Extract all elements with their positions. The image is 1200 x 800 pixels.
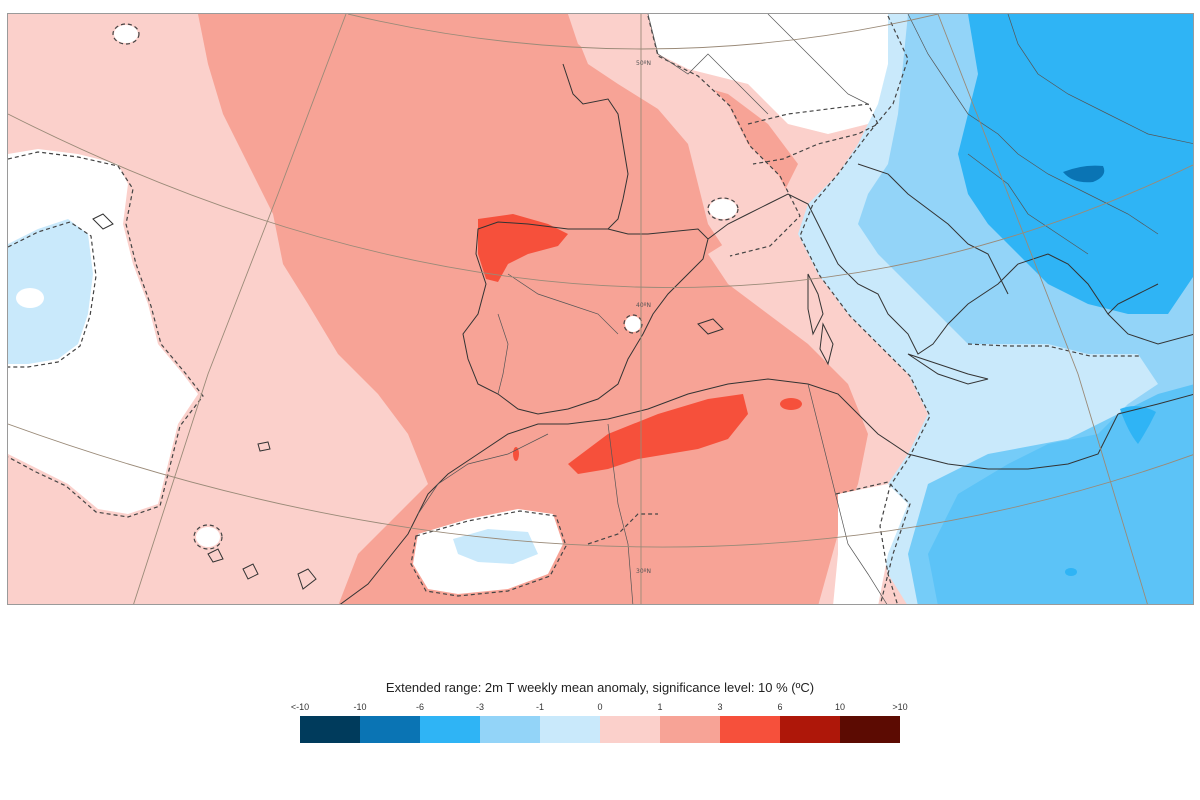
legend-tick-label: -1 (535, 702, 545, 712)
legend-color-bar (300, 716, 900, 743)
legend-tick-label: -3 (475, 702, 485, 712)
anomaly-field-deep-blue (958, 14, 1193, 314)
anomaly-field-white-sahara (833, 484, 908, 604)
legend-ticks: <-10 -10 -6 -3 -1 0 1 3 6 10 >10 (291, 702, 908, 714)
anomaly-field-blue-spot-east (1120, 406, 1156, 444)
anomaly-field-white-spot-3 (114, 25, 138, 43)
lat-label-30n: 30ºN (636, 568, 651, 575)
lat-label-50n: 50ºN (636, 60, 651, 67)
legend-tick-label: -6 (415, 702, 425, 712)
anomaly-field-strong-red-iberia (478, 214, 568, 282)
anomaly-field-lightblue-south (453, 529, 538, 564)
anomaly-map[interactable]: 50ºN 40ºN 30ºN (7, 13, 1194, 605)
coastlines (92, 63, 1193, 604)
anomaly-field-dark-blue-spot (1063, 165, 1105, 183)
anomaly-field-strong-red-africa (568, 394, 748, 474)
country-borders (417, 14, 1193, 604)
anomaly-field-deep-blue-sw (908, 384, 1193, 604)
anomaly-field-lightblue-atlantic (8, 219, 93, 364)
legend-tick-label: 10 (834, 702, 846, 712)
legend-swatch (480, 716, 540, 743)
legend-swatch (600, 716, 660, 743)
legend-tick-label: 1 (657, 702, 663, 712)
legend-swatch (420, 716, 480, 743)
graticule (8, 14, 1193, 604)
legend-swatch (300, 716, 360, 743)
legend-tick-label: <-10 (290, 702, 310, 712)
anomaly-field-white-spot-4 (196, 527, 220, 547)
legend-title: Extended range: 2m T weekly mean anomaly… (385, 680, 815, 695)
legend-swatch (780, 716, 840, 743)
legend-tick-label: 0 (597, 702, 603, 712)
legend-swatch (720, 716, 780, 743)
legend-tick-label: 6 (777, 702, 783, 712)
legend-swatch (360, 716, 420, 743)
legend-swatch (840, 716, 900, 743)
lat-label-40n: 40ºN (636, 302, 651, 309)
legend-tick-label: 3 (717, 702, 723, 712)
anomaly-field-light-red-north (568, 14, 798, 254)
legend-tick-label: -10 (353, 702, 367, 712)
legend-swatch (540, 716, 600, 743)
anomaly-field-blue-spot-south (1065, 568, 1077, 576)
anomaly-field-white-spot-1 (709, 199, 737, 219)
anomaly-field-white-spot-2 (625, 316, 641, 332)
legend-tick-label: >10 (892, 702, 908, 712)
anomaly-field-strong-red-spot (780, 398, 802, 410)
color-legend: Extended range: 2m T weekly mean anomaly… (0, 680, 1200, 760)
anomaly-field-white-north (648, 14, 928, 134)
legend-swatch (660, 716, 720, 743)
anomaly-field-white-atlantic-spot (16, 288, 44, 308)
